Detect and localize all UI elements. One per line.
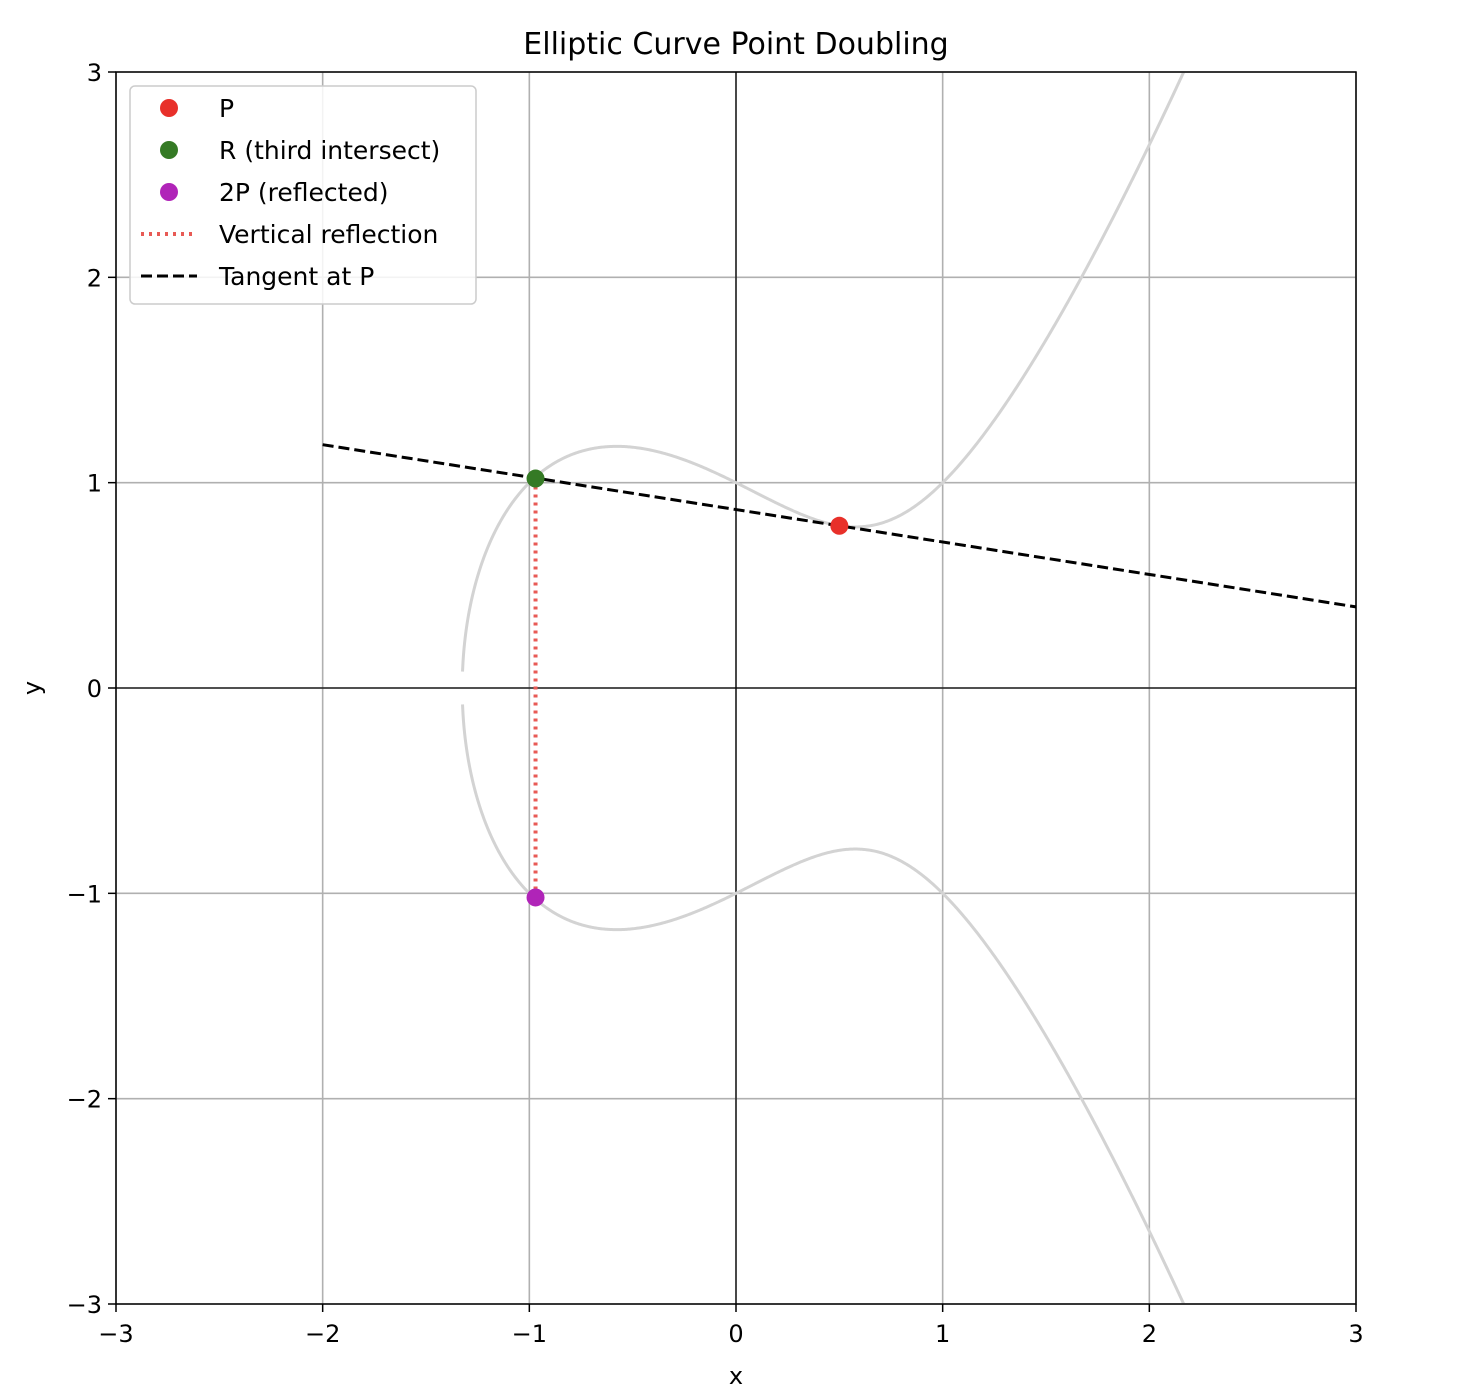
legend-label-R: R (third intersect) (219, 136, 440, 165)
legend-marker-P (160, 99, 178, 117)
chart-title: Elliptic Curve Point Doubling (523, 27, 948, 62)
x-axis-label: x (729, 1362, 743, 1390)
y-tick-label: 2 (87, 264, 102, 292)
y-tick-label: −3 (67, 1291, 102, 1319)
legend-label-reflection: Vertical reflection (219, 220, 438, 249)
legend: P R (third intersect) 2P (reflected) Vertic… (129, 85, 477, 305)
y-tick-label: −2 (67, 1086, 102, 1114)
y-ticks: −3 −2 −1 0 1 2 3 (67, 59, 116, 1319)
y-tick-label: 0 (87, 675, 102, 703)
points (526, 469, 849, 907)
legend-marker-2P (160, 183, 178, 201)
legend-label-tangent: Tangent at P (218, 262, 374, 291)
x-ticks: −3 −2 −1 0 1 2 3 (98, 1304, 1364, 1348)
zero-axes (116, 72, 1356, 1304)
y-tick-label: 1 (87, 470, 102, 498)
legend-box (129, 85, 477, 305)
x-tick-label: 0 (728, 1320, 743, 1348)
legend-label-P: P (219, 94, 234, 123)
y-axis-label: y (18, 681, 46, 695)
curve-lower-branch (461, 704, 1186, 1304)
x-tick-label: 1 (935, 1320, 950, 1348)
x-tick-label: 2 (1142, 1320, 1157, 1348)
point-P (830, 516, 849, 535)
point-R (526, 469, 545, 488)
point-2P (526, 888, 545, 907)
x-tick-label: −3 (98, 1320, 133, 1348)
x-tick-label: −2 (305, 1320, 340, 1348)
curve-upper-branch (461, 72, 1186, 672)
legend-label-2P: 2P (reflected) (219, 178, 388, 207)
x-tick-label: 3 (1348, 1320, 1363, 1348)
y-tick-label: 3 (87, 59, 102, 87)
legend-marker-R (160, 141, 178, 159)
x-tick-label: −1 (512, 1320, 547, 1348)
y-tick-label: −1 (67, 880, 102, 908)
lines (322, 443, 1357, 898)
